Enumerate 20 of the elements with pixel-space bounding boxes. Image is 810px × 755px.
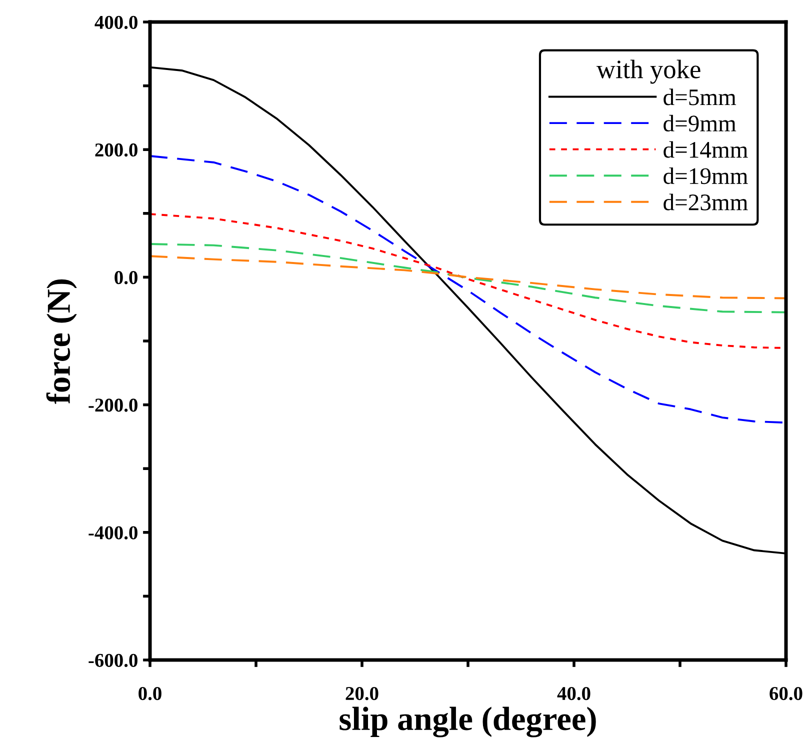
- y-tick-label: -200.0: [88, 398, 138, 412]
- y-tick-label: 200.0: [95, 143, 138, 157]
- x-tick-label: 40.0: [557, 686, 590, 700]
- legend-label: d=5mm: [664, 88, 736, 106]
- legend-title: with yoke: [596, 60, 700, 84]
- line-series: [150, 255, 786, 300]
- y-tick-label: 400.0: [94, 16, 138, 30]
- y-tick-label: 0.0: [114, 271, 138, 284]
- legend-label: d=9mm: [664, 114, 736, 132]
- y-tick-label: -400.0: [88, 526, 138, 540]
- legend-label: d=14mm: [664, 141, 748, 158]
- x-tick-label: 60.0: [770, 686, 802, 700]
- x-tick-label: 0.0: [138, 686, 162, 700]
- legend-label: d=19mm: [664, 167, 748, 184]
- legend-label: d=23mm: [664, 194, 748, 210]
- y-tick-label: -600.0: [88, 654, 138, 668]
- line-series: [150, 243, 786, 314]
- x-tick-label: 20.0: [346, 686, 378, 700]
- x-axis-title: slip angle (degree): [340, 706, 596, 738]
- y-axis-title: force (N): [46, 279, 77, 404]
